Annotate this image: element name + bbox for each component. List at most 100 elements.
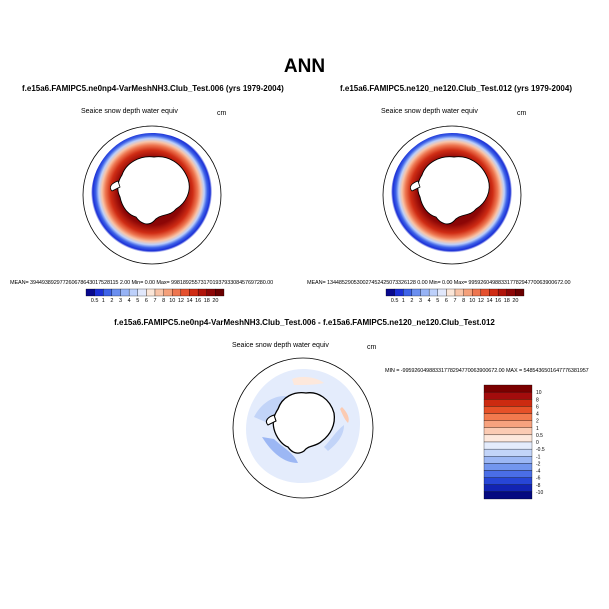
panel-1-colorbar-tick-label: 1 bbox=[102, 298, 105, 304]
panel-1-stats: MEAN= 394493892977260678643017528115 2.0… bbox=[10, 280, 274, 286]
panel-2-colorbar-tick-label: 7 bbox=[453, 298, 456, 304]
panel-2-colorbar-tick-label: 18 bbox=[504, 298, 510, 304]
panel-1-antarctica-icon bbox=[117, 156, 190, 225]
difference-colorbar-swatch bbox=[483, 470, 533, 478]
panel-1-units: cm bbox=[217, 110, 227, 117]
panel-1-colorbar-swatch bbox=[172, 288, 182, 297]
panel-1-colorbar-tick-label: 10 bbox=[169, 298, 175, 304]
difference-stats: MIN = -99592604988331778294770063900672.… bbox=[385, 368, 589, 374]
difference-colorbar-tick-label: 1 bbox=[536, 426, 539, 432]
difference-colorbar-swatch bbox=[483, 456, 533, 464]
panel-1-colorbar-swatch bbox=[94, 288, 104, 297]
difference-colorbar-swatch bbox=[483, 427, 533, 436]
panel-2-colorbar-swatch bbox=[394, 288, 404, 297]
panel-2-colorbar-tick-label: 12 bbox=[478, 298, 484, 304]
difference-colorbar-tick-label: 0.5 bbox=[536, 433, 543, 439]
panel-2-units: cm bbox=[517, 110, 527, 117]
panel-1-colorbar-tick-label: 20 bbox=[212, 298, 218, 304]
panel-1-map bbox=[82, 125, 222, 265]
difference-colorbar-swatch bbox=[483, 463, 533, 471]
panel-1-colorbar-swatch bbox=[111, 288, 121, 297]
panel-2-variable: Seaice snow depth water equiv bbox=[381, 108, 478, 115]
panel-2-colorbar-swatch bbox=[385, 288, 395, 297]
figure-title: ANN bbox=[283, 56, 326, 77]
panel-1-colorbar-swatch bbox=[180, 288, 190, 297]
difference-colorbar-swatch bbox=[483, 391, 533, 400]
difference-colorbar-swatch bbox=[483, 484, 533, 493]
panel-2-colorbar-tick-label: 1 bbox=[402, 298, 405, 304]
panel-1-colorbar-tick-label: 12 bbox=[178, 298, 184, 304]
difference-antarctica-icon bbox=[272, 391, 336, 454]
panel-1-colorbar-swatch bbox=[137, 288, 147, 297]
difference-colorbar-swatch bbox=[483, 477, 533, 485]
difference-map bbox=[232, 357, 374, 499]
panel-1-colorbar-swatch bbox=[215, 288, 225, 297]
panel-1-colorbar-tick-label: 6 bbox=[145, 298, 148, 304]
difference-colorbar-tick-label: 0 bbox=[536, 440, 539, 446]
panel-1-colorbar-swatch bbox=[206, 288, 216, 297]
panel-1-colorbar-tick-label: 7 bbox=[153, 298, 156, 304]
difference-colorbar-swatch bbox=[483, 399, 533, 407]
panel-1-case-title: f.e15a6.FAMIPC5.ne0np4-VarMeshNH3.Club_T… bbox=[22, 84, 284, 93]
difference-colorbar-swatch bbox=[483, 384, 533, 393]
difference-colorbar-tick-label: -6 bbox=[536, 476, 541, 482]
difference-colorbar-swatch bbox=[483, 448, 533, 457]
panel-2-colorbar-swatch bbox=[420, 288, 430, 297]
panel-2-colorbar-tick-label: 3 bbox=[419, 298, 422, 304]
panel-1-colorbar-tick-label: 8 bbox=[162, 298, 165, 304]
difference-colorbar-swatch bbox=[483, 491, 533, 500]
panel-2-colorbar-swatch bbox=[480, 288, 490, 297]
difference-colorbar-tick-label: -10 bbox=[536, 490, 543, 496]
panel-2-colorbar-swatch bbox=[463, 288, 473, 297]
panel-1-colorbar-swatch bbox=[163, 288, 173, 297]
panel-1-colorbar: 0.5 1 2 3 4 5 6 7 8 10 12 14 16 18 20 bbox=[85, 288, 225, 304]
panel-2-colorbar-swatch bbox=[489, 288, 499, 297]
difference-variable: Seaice snow depth water equiv bbox=[232, 342, 329, 349]
difference-units: cm bbox=[367, 344, 377, 351]
panel-1-colorbar-swatch bbox=[189, 288, 199, 297]
panel-1-colorbar-swatch bbox=[85, 288, 95, 297]
panel-2-colorbar: 0.5 1 2 3 4 5 6 7 8 10 12 14 16 18 20 bbox=[385, 288, 525, 304]
difference-colorbar-tick-label: 4 bbox=[536, 412, 539, 418]
panel-1-colorbar-tick-label: 18 bbox=[204, 298, 210, 304]
panel-1-colorbar-tick-label: 5 bbox=[136, 298, 139, 304]
panel-2-stats: MEAN= 134485290530027452425073326128 0.0… bbox=[307, 280, 571, 286]
panel-1-colorbar-tick-label: 3 bbox=[119, 298, 122, 304]
difference-colorbar-tick-label: 10 bbox=[536, 390, 542, 396]
panel-1-colorbar-swatch bbox=[120, 288, 130, 297]
difference-colorbar-swatch bbox=[483, 441, 533, 450]
difference-colorbar-swatch bbox=[483, 420, 533, 428]
panel-2-colorbar-swatch bbox=[437, 288, 447, 297]
panel-2-colorbar-tick-label: 0.5 bbox=[391, 298, 399, 304]
difference-colorbar-swatch bbox=[483, 413, 533, 421]
panel-1-colorbar-tick-label: 2 bbox=[110, 298, 113, 304]
panel-1-colorbar-tick-label: 0.5 bbox=[91, 298, 99, 304]
difference-colorbar-swatch bbox=[483, 434, 533, 443]
panel-2-colorbar-swatch bbox=[403, 288, 413, 297]
panel-2-colorbar-tick-label: 5 bbox=[436, 298, 439, 304]
panel-2-colorbar-tick-label: 6 bbox=[445, 298, 448, 304]
panel-2-colorbar-swatch bbox=[515, 288, 525, 297]
panel-2-colorbar-tick-label: 16 bbox=[495, 298, 501, 304]
difference-title: f.e15a6.FAMIPC5.ne0np4-VarMeshNH3.Club_T… bbox=[114, 318, 495, 327]
panel-2-colorbar-tick-label: 2 bbox=[410, 298, 413, 304]
panel-1-colorbar-tick-label: 14 bbox=[186, 298, 192, 304]
panel-2-colorbar-tick-label: 4 bbox=[428, 298, 431, 304]
panel-1-colorbar-tick-label: 4 bbox=[128, 298, 131, 304]
panel-2-colorbar-tick-label: 14 bbox=[486, 298, 492, 304]
difference-colorbar-tick-label: 2 bbox=[536, 419, 539, 425]
panel-1-colorbar-swatch bbox=[128, 288, 138, 297]
difference-colorbar-tick-label: 6 bbox=[536, 404, 539, 410]
difference-colorbar-tick-label: -8 bbox=[536, 483, 541, 489]
panel-2-colorbar-tick-label: 8 bbox=[462, 298, 465, 304]
panel-2-colorbar-tick-label: 20 bbox=[512, 298, 518, 304]
panel-1-variable: Seaice snow depth water equiv bbox=[81, 108, 178, 115]
panel-1-colorbar-tick-label: 16 bbox=[195, 298, 201, 304]
difference-colorbar-tick-label: -2 bbox=[536, 461, 541, 467]
panel-2-colorbar-swatch bbox=[472, 288, 482, 297]
panel-1-colorbar-swatch bbox=[154, 288, 164, 297]
panel-2-case-title: f.e15a6.FAMIPC5.ne120_ne120.Club_Test.01… bbox=[340, 84, 572, 93]
panel-2-colorbar-swatch bbox=[446, 288, 456, 297]
panel-2-colorbar-swatch bbox=[454, 288, 464, 297]
